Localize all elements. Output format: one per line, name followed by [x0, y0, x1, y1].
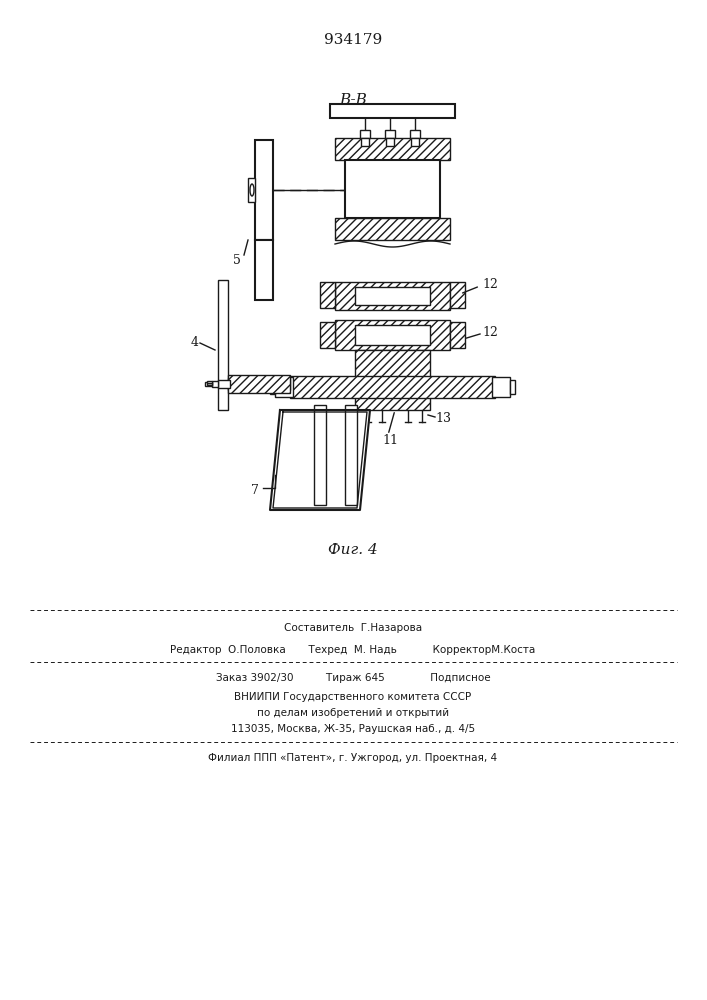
Bar [320, 282, 335, 308]
Bar [218, 380, 230, 388]
Bar [320, 322, 335, 348]
Bar [207, 383, 212, 385]
Bar [205, 382, 212, 386]
Bar [492, 377, 510, 397]
Text: 13: 13 [435, 412, 451, 424]
Text: Фиг. 4: Фиг. 4 [328, 543, 378, 557]
Bar [228, 378, 290, 390]
Ellipse shape [250, 184, 254, 196]
Bar [212, 381, 218, 387]
Bar [290, 376, 495, 398]
Bar [335, 320, 450, 350]
Bar [255, 140, 273, 240]
Polygon shape [270, 410, 370, 510]
Text: ВНИИПИ Государственного комитета СССР: ВНИИПИ Государственного комитета СССР [235, 692, 472, 702]
Text: Составитель  Г.Назарова: Составитель Г.Назарова [284, 623, 422, 633]
Bar [335, 138, 450, 160]
Bar [355, 287, 430, 305]
Bar [228, 375, 290, 393]
Bar [385, 130, 395, 138]
Bar [255, 240, 273, 300]
Bar [335, 282, 450, 310]
Text: 113035, Москва, Ж-35, Раушская наб., д. 4/5: 113035, Москва, Ж-35, Раушская наб., д. … [231, 724, 475, 734]
Text: Редактор  О.Половка       Техред  М. Надь           КорректорМ.Коста: Редактор О.Половка Техред М. Надь Коррек… [170, 645, 536, 655]
Text: 7: 7 [251, 484, 259, 496]
Bar [314, 405, 326, 505]
Bar [218, 280, 228, 410]
Bar [335, 218, 450, 240]
Bar [361, 138, 369, 146]
Bar [360, 130, 370, 138]
Bar [330, 104, 455, 118]
Bar [510, 380, 515, 394]
Text: Заказ 3902/30          Тираж 645              Подписное: Заказ 3902/30 Тираж 645 Подписное [216, 673, 491, 683]
Bar [355, 350, 430, 410]
Bar [450, 322, 465, 348]
Text: 12: 12 [482, 278, 498, 292]
Text: Филиал ППП «Патент», г. Ужгород, ул. Проектная, 4: Филиал ППП «Патент», г. Ужгород, ул. Про… [209, 753, 498, 763]
Text: 934179: 934179 [324, 33, 382, 47]
Text: 12: 12 [482, 326, 498, 338]
Bar [345, 160, 440, 218]
Text: по делам изобретений и открытий: по делам изобретений и открытий [257, 708, 449, 718]
Bar [207, 381, 212, 383]
Bar [248, 178, 255, 202]
Bar [410, 130, 420, 138]
Bar [270, 380, 275, 394]
Text: 4: 4 [191, 336, 199, 349]
Bar [355, 325, 430, 345]
Bar [450, 282, 465, 308]
Text: 5: 5 [233, 253, 241, 266]
Bar [345, 405, 357, 505]
Bar [386, 138, 394, 146]
Bar [275, 377, 293, 397]
Text: B-B: B-B [339, 93, 367, 107]
Text: 11: 11 [382, 434, 398, 446]
Bar [411, 138, 419, 146]
